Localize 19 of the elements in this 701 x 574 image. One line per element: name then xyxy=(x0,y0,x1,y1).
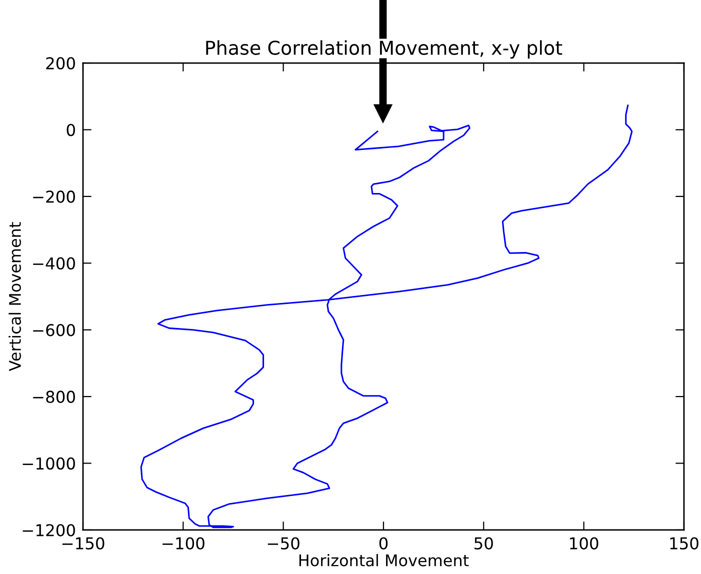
y-tick-label: −400 xyxy=(33,257,75,270)
y-tick-label: −800 xyxy=(33,390,75,403)
chart-title: Phase Correlation Movement, x-y plot xyxy=(206,40,562,59)
x-tick-label: −100 xyxy=(162,537,204,550)
y-tick-label: −200 xyxy=(33,190,75,203)
y-tick-label: 0 xyxy=(66,124,75,136)
x-tick-label: 0 xyxy=(379,537,388,550)
x-tick-label: −150 xyxy=(62,537,104,550)
y-tick-label: 200 xyxy=(46,57,75,70)
y-tick-label: −600 xyxy=(33,324,75,336)
x-tick-label: 100 xyxy=(570,537,598,550)
line-series xyxy=(140,104,633,528)
y-tick-label: −1000 xyxy=(22,457,75,470)
y-tick-label: −1200 xyxy=(22,524,75,536)
x-axis-title: Horizontal Movement xyxy=(299,554,469,566)
x-tick-label: 150 xyxy=(670,537,698,550)
x-tick-label: 50 xyxy=(474,537,493,550)
x-tick-label: −50 xyxy=(268,537,300,550)
y-axis-title: Vertical Movement xyxy=(8,222,22,372)
